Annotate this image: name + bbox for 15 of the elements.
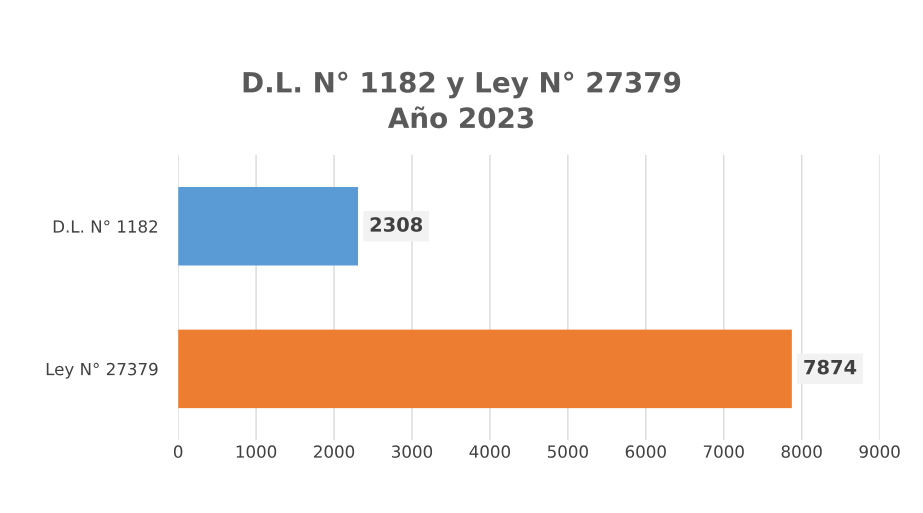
x-tick-label: 3000 (392, 445, 432, 458)
x-tick-label: 0 (174, 445, 182, 458)
x-tick-label: 7000 (704, 445, 744, 458)
x-tick-label: 5000 (548, 445, 588, 458)
x-tick-label: 8000 (782, 445, 822, 458)
x-tick-label: 9000 (859, 445, 900, 458)
x-tick-label: 6000 (626, 445, 666, 458)
y-tick-label: Ley N° 27379 (46, 362, 158, 379)
data-label: 2308 (370, 217, 422, 232)
chart-title: D.L. N° 1182 y Ley N° 27379 Año 2023 (244, 72, 680, 128)
x-tick-label: 2000 (314, 445, 354, 458)
x-tick-label: 4000 (470, 445, 510, 458)
data-label: 7874 (804, 360, 856, 374)
y-tick-label: D.L. N° 1182 (54, 220, 158, 233)
x-tick-label: 1000 (236, 445, 276, 458)
